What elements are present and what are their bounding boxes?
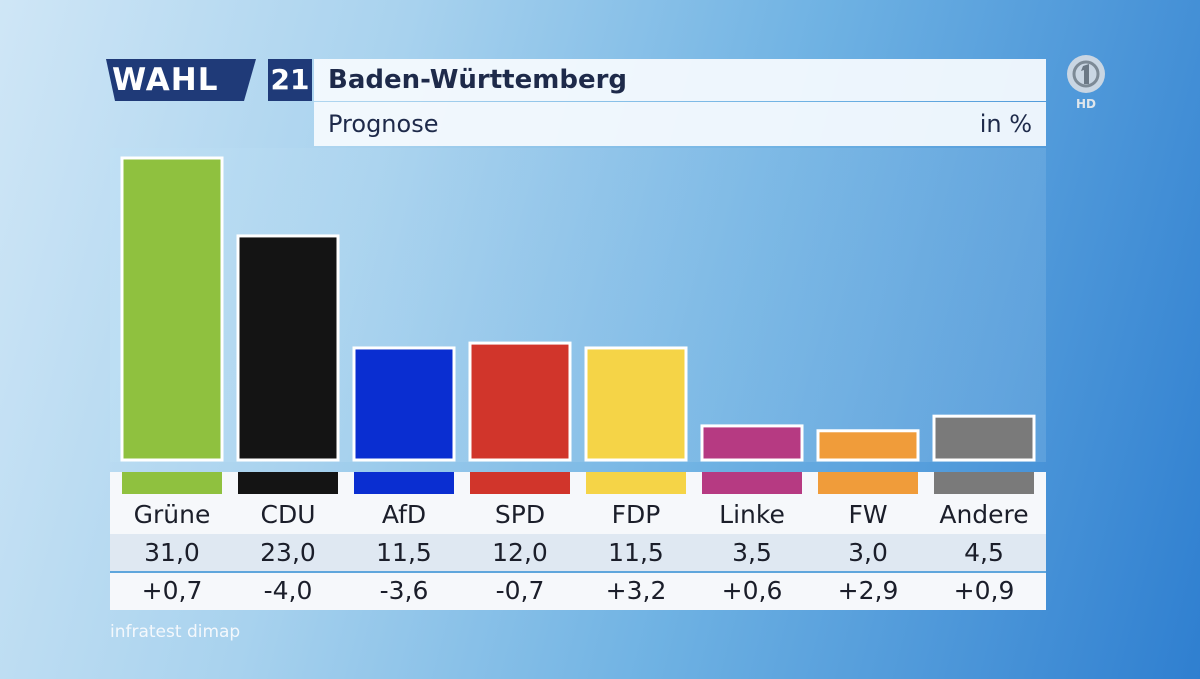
value-label: 11,5 [608,538,664,567]
change-label: +0,9 [953,576,1015,605]
change-label: -4,0 [263,576,313,605]
change-label: +0,6 [721,576,783,605]
change-label: -0,7 [495,576,545,605]
swatch-cdu [238,472,338,494]
bar-fw [816,429,920,462]
wahl-badge: WAHL [106,59,256,101]
swatch-spd [470,472,570,494]
bar-spd [468,341,572,462]
party-label: Grüne [133,500,211,529]
bar-chart [120,156,1036,462]
bar-linke [700,424,804,462]
chart-subtitle: Prognose [328,110,439,138]
value-label: 3,5 [732,538,772,567]
source-label: infratest dimap [110,622,241,642]
change-row: +0,7 -4,0 -3,6 -0,7 +3,2 +0,6 +2,9 +0,9 [110,572,1046,610]
row-divider [110,571,1046,573]
year-badge: 21 [268,59,312,101]
swatch-linke [702,472,802,494]
hd-label: HD [1076,97,1096,111]
swatch-andere [934,472,1034,494]
change-label: -3,6 [379,576,429,605]
value-label: 11,5 [376,538,432,567]
swatch-fw [818,472,918,494]
change-label: +2,9 [837,576,899,605]
bar-andere [932,414,1036,462]
value-label: 3,0 [848,538,888,567]
wahl-brand: WAHL [106,59,268,101]
bar-afd [352,346,456,462]
party-label: Linke [719,500,785,529]
swatch-fdp [586,472,686,494]
color-swatch-row [110,472,1046,494]
party-label: SPD [494,500,546,529]
party-label: CDU [260,500,316,529]
party-label: Andere [939,500,1029,529]
wahl-label: WAHL [112,62,219,98]
bar-fdp [584,346,688,462]
party-label: AfD [381,500,427,529]
party-name-row: Grüne CDU AfD SPD FDP Linke FW Andere [110,496,1046,536]
change-label: +0,7 [141,576,203,605]
value-row: 31,0 23,0 11,5 12,0 11,5 3,5 3,0 4,5 [110,534,1046,572]
party-label: FW [848,500,888,529]
results-table: Grüne CDU AfD SPD FDP Linke FW Andere 31,0 23,0 1… [110,472,1046,610]
value-label: 23,0 [260,538,316,567]
chart-title: Baden-Württemberg [314,59,1046,101]
swatch-afd [354,472,454,494]
value-label: 4,5 [964,538,1004,567]
ard-one-logo: HD [1067,55,1105,111]
chart-panel [110,148,1046,462]
chart-subtitle-bar: Prognose in % [314,102,1046,146]
change-label: +3,2 [605,576,667,605]
swatch-grüne [122,472,222,494]
bar-cdu [236,234,340,462]
chart-unit: in % [979,110,1032,138]
bar-grüne [120,156,224,462]
party-label: FDP [611,500,661,529]
value-label: 12,0 [492,538,548,567]
value-label: 31,0 [144,538,200,567]
